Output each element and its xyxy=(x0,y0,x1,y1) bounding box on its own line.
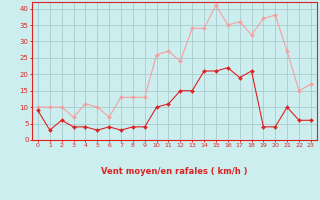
X-axis label: Vent moyen/en rafales ( km/h ): Vent moyen/en rafales ( km/h ) xyxy=(101,167,248,176)
